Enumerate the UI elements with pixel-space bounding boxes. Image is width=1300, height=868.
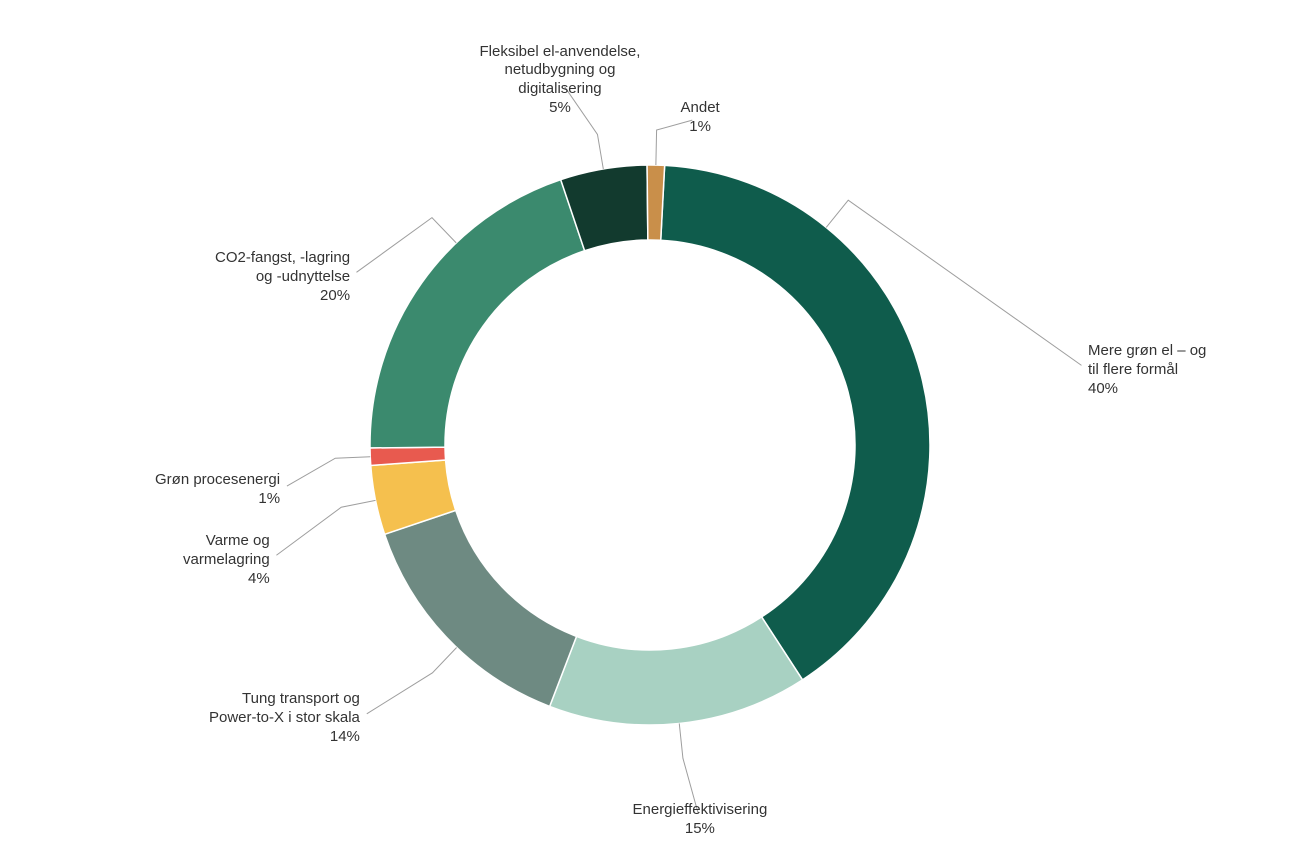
leader-line bbox=[656, 120, 692, 165]
donut-slice bbox=[385, 510, 577, 706]
leader-line bbox=[287, 457, 370, 486]
donut-slice bbox=[550, 617, 803, 725]
leader-line bbox=[679, 723, 698, 812]
donut-slice bbox=[647, 165, 665, 240]
donut-slice bbox=[370, 180, 585, 448]
donut-slice bbox=[661, 165, 930, 679]
donut-chart bbox=[0, 0, 1300, 868]
leader-line bbox=[367, 647, 457, 713]
leader-line bbox=[565, 87, 604, 169]
leader-line bbox=[276, 500, 375, 555]
